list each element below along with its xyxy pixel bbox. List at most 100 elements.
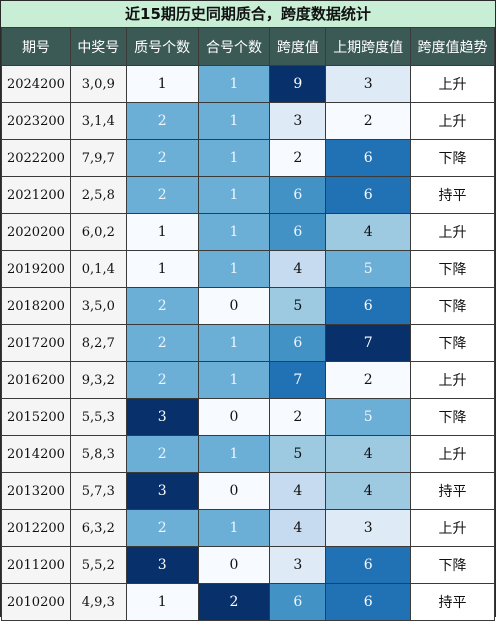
- table-row: 2014200 5,8,3 2 1 5 4 上升: [1, 435, 495, 473]
- cell-span: 5: [269, 435, 327, 473]
- cell-span-trend: 下降: [410, 324, 495, 362]
- cell-numbers: 8,2,7: [69, 324, 127, 362]
- cell-prev-span: 6: [325, 546, 412, 584]
- cell-prime-count: 3: [125, 398, 199, 436]
- cell-span-trend: 上升: [410, 102, 495, 140]
- cell-numbers: 3,1,4: [69, 102, 127, 140]
- cell-issue: 2016200: [1, 361, 71, 399]
- cell-prime-count: 2: [125, 361, 199, 399]
- cell-issue: 2015200: [1, 398, 71, 436]
- cell-prev-span: 7: [325, 324, 412, 362]
- cell-prime-count: 2: [125, 176, 199, 214]
- cell-span: 6: [269, 176, 327, 214]
- cell-span: 7: [269, 361, 327, 399]
- cell-issue: 2018200: [1, 287, 71, 325]
- cell-issue: 2010200: [1, 583, 71, 621]
- stats-table: 期号 中奖号 质号个数 合号个数 跨度值 上期跨度值 跨度值趋势 2024200…: [1, 27, 495, 621]
- cell-issue: 2017200: [1, 324, 71, 362]
- cell-span-trend: 下降: [410, 139, 495, 177]
- table-row: 2020200 6,0,2 1 1 6 4 上升: [1, 213, 495, 251]
- cell-issue: 2014200: [1, 435, 71, 473]
- cell-issue: 2019200: [1, 250, 71, 288]
- cell-span: 9: [269, 65, 327, 103]
- cell-prime-count: 1: [125, 65, 199, 103]
- cell-span: 4: [269, 509, 327, 547]
- cell-composite-count: 1: [197, 250, 271, 288]
- cell-composite-count: 1: [197, 435, 271, 473]
- cell-prev-span: 5: [325, 250, 412, 288]
- cell-prime-count: 3: [125, 472, 199, 510]
- cell-issue: 2021200: [1, 176, 71, 214]
- cell-span: 5: [269, 287, 327, 325]
- cell-prime-count: 2: [125, 324, 199, 362]
- table-row: 2017200 8,2,7 2 1 6 7 下降: [1, 324, 495, 362]
- table-title: 近15期历史同期质合，跨度数据统计: [1, 1, 495, 27]
- cell-span-trend: 下降: [410, 398, 495, 436]
- cell-numbers: 6,0,2: [69, 213, 127, 251]
- cell-prev-span: 2: [325, 102, 412, 140]
- cell-prime-count: 1: [125, 250, 199, 288]
- cell-span: 2: [269, 398, 327, 436]
- header-issue: 期号: [1, 27, 71, 66]
- table-row: 2021200 2,5,8 2 1 6 6 持平: [1, 176, 495, 214]
- cell-numbers: 3,5,0: [69, 287, 127, 325]
- cell-span: 6: [269, 583, 327, 621]
- cell-composite-count: 0: [197, 546, 271, 584]
- cell-span-trend: 下降: [410, 250, 495, 288]
- cell-prev-span: 3: [325, 509, 412, 547]
- cell-prime-count: 2: [125, 139, 199, 177]
- cell-issue: 2020200: [1, 213, 71, 251]
- cell-span: 6: [269, 213, 327, 251]
- cell-composite-count: 1: [197, 102, 271, 140]
- header-span-trend: 跨度值趋势: [410, 27, 495, 66]
- header-composite-count: 合号个数: [197, 27, 271, 66]
- cell-issue: 2011200: [1, 546, 71, 584]
- cell-issue: 2023200: [1, 102, 71, 140]
- cell-prime-count: 2: [125, 102, 199, 140]
- cell-span-trend: 上升: [410, 65, 495, 103]
- cell-span-trend: 上升: [410, 213, 495, 251]
- cell-numbers: 3,0,9: [69, 65, 127, 103]
- cell-numbers: 5,7,3: [69, 472, 127, 510]
- cell-issue: 2024200: [1, 65, 71, 103]
- cell-numbers: 4,9,3: [69, 583, 127, 621]
- cell-span-trend: 持平: [410, 176, 495, 214]
- cell-composite-count: 1: [197, 509, 271, 547]
- cell-prev-span: 6: [325, 583, 412, 621]
- cell-prime-count: 1: [125, 583, 199, 621]
- cell-numbers: 6,3,2: [69, 509, 127, 547]
- cell-composite-count: 1: [197, 176, 271, 214]
- cell-span-trend: 上升: [410, 435, 495, 473]
- cell-issue: 2013200: [1, 472, 71, 510]
- cell-span: 3: [269, 102, 327, 140]
- cell-prime-count: 2: [125, 287, 199, 325]
- cell-span-trend: 下降: [410, 287, 495, 325]
- cell-numbers: 2,5,8: [69, 176, 127, 214]
- cell-span-trend: 持平: [410, 472, 495, 510]
- cell-span: 6: [269, 324, 327, 362]
- table-row: 2023200 3,1,4 2 1 3 2 上升: [1, 102, 495, 140]
- table-row: 2016200 9,3,2 2 1 7 2 上升: [1, 361, 495, 399]
- cell-prime-count: 3: [125, 546, 199, 584]
- cell-composite-count: 0: [197, 472, 271, 510]
- table-body: 2024200 3,0,9 1 1 9 3 上升 2023200 3,1,4 2 1 3 2 上升 2022…: [1, 65, 495, 621]
- cell-issue: 2022200: [1, 139, 71, 177]
- cell-span: 3: [269, 546, 327, 584]
- cell-composite-count: 2: [197, 583, 271, 621]
- cell-numbers: 5,5,3: [69, 398, 127, 436]
- cell-composite-count: 1: [197, 324, 271, 362]
- cell-numbers: 5,8,3: [69, 435, 127, 473]
- cell-span-trend: 下降: [410, 546, 495, 584]
- cell-composite-count: 0: [197, 287, 271, 325]
- cell-composite-count: 0: [197, 398, 271, 436]
- cell-prev-span: 4: [325, 435, 412, 473]
- table-row: 2012200 6,3,2 2 1 4 3 上升: [1, 509, 495, 547]
- cell-prev-span: 6: [325, 176, 412, 214]
- cell-numbers: 7,9,7: [69, 139, 127, 177]
- cell-span: 2: [269, 139, 327, 177]
- cell-composite-count: 1: [197, 361, 271, 399]
- table-row: 2018200 3,5,0 2 0 5 6 下降: [1, 287, 495, 325]
- cell-numbers: 5,5,2: [69, 546, 127, 584]
- cell-composite-count: 1: [197, 139, 271, 177]
